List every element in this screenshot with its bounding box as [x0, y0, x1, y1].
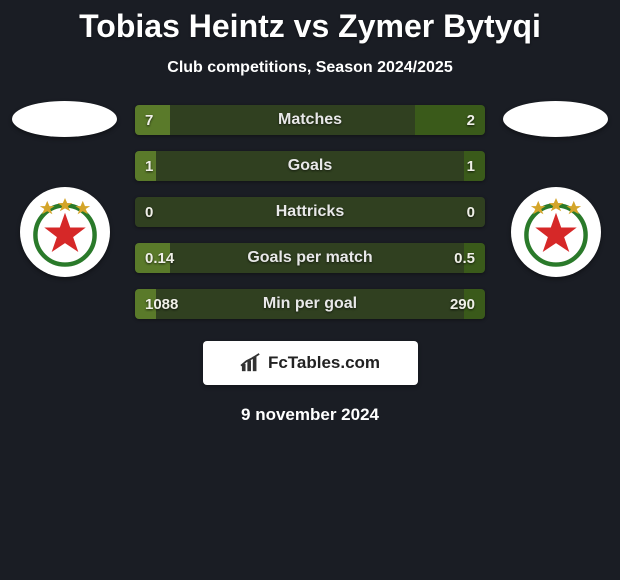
brand-badge[interactable]: FcTables.com	[203, 341, 418, 385]
stat-row: Goals11	[135, 151, 485, 181]
stat-row: Matches72	[135, 105, 485, 135]
stat-seg-right	[464, 289, 485, 319]
stat-seg-left	[135, 243, 170, 273]
subtitle: Club competitions, Season 2024/2025	[0, 59, 620, 77]
crest-icon	[28, 195, 102, 269]
bar-chart-icon	[240, 353, 262, 373]
stat-row: Min per goal1088290	[135, 289, 485, 319]
stat-seg-mid	[170, 105, 415, 135]
stat-seg-left	[135, 289, 156, 319]
club-crest-left	[20, 187, 110, 277]
player-silhouette-right	[503, 101, 608, 137]
stat-seg-mid	[156, 151, 464, 181]
club-crest-right	[511, 187, 601, 277]
page-title: Tobias Heintz vs Zymer Bytyqi	[0, 8, 620, 45]
stat-seg-right	[415, 105, 485, 135]
right-side	[503, 105, 608, 277]
stat-seg-mid	[170, 243, 464, 273]
stat-seg-mid	[135, 197, 485, 227]
brand-text: FcTables.com	[268, 353, 380, 373]
date-label: 9 november 2024	[0, 405, 620, 425]
player-silhouette-left	[12, 101, 117, 137]
stat-seg-left	[135, 105, 170, 135]
stat-seg-right	[464, 151, 485, 181]
stat-seg-mid	[156, 289, 464, 319]
stat-row: Hattricks00	[135, 197, 485, 227]
stat-bars: Matches72 Goals11 Hattricks00 Goals per mat…	[135, 105, 485, 319]
crest-icon	[519, 195, 593, 269]
stat-row: Goals per match0.140.5	[135, 243, 485, 273]
main-row: Matches72 Goals11 Hattricks00 Goals per mat…	[0, 105, 620, 319]
left-side	[12, 105, 117, 277]
stat-seg-right	[464, 243, 485, 273]
comparison-card: Tobias Heintz vs Zymer Bytyqi Club compe…	[0, 0, 620, 425]
stat-seg-left	[135, 151, 156, 181]
